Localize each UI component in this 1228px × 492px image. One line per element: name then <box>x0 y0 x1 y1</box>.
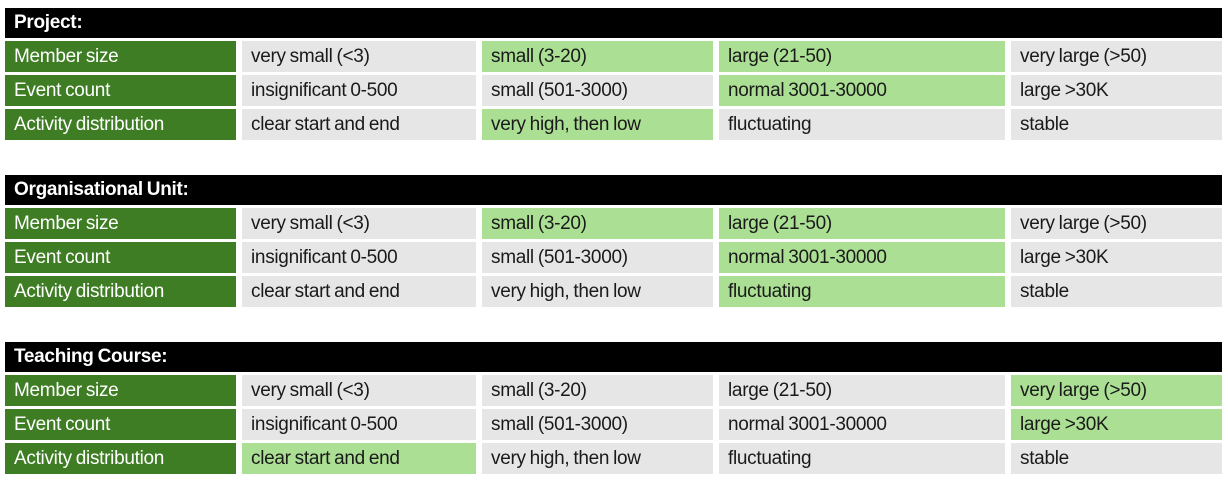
value-cell-highlighted: very large (>50) <box>1011 375 1222 406</box>
row-label: Member size <box>5 208 236 239</box>
value-cell: large >30K <box>1011 242 1222 273</box>
value-cell-highlighted: fluctuating <box>719 276 1005 307</box>
value-cell: clear start and end <box>242 109 476 140</box>
value-cell-highlighted: clear start and end <box>242 443 476 474</box>
value-cell: stable <box>1011 109 1222 140</box>
value-cell: very small (<3) <box>242 208 476 239</box>
value-cell: normal 3001-30000 <box>719 409 1005 440</box>
value-cell: fluctuating <box>719 109 1005 140</box>
value-cell: very large (>50) <box>1011 41 1222 72</box>
value-cell-highlighted: large (21-50) <box>719 208 1005 239</box>
row-label: Event count <box>5 242 236 273</box>
value-cell: very high, then low <box>482 276 713 307</box>
value-cell: very small (<3) <box>242 375 476 406</box>
value-cell: insignificant 0-500 <box>242 75 476 106</box>
table-section: Teaching Course: Member size very small (<… <box>5 342 1222 474</box>
value-cell-highlighted: normal 3001-30000 <box>719 75 1005 106</box>
row-label: Member size <box>5 375 236 406</box>
row-label: Activity distribution <box>5 443 236 474</box>
table-section: Organisational Unit: Member size very smal… <box>5 175 1222 307</box>
row-label: Member size <box>5 41 236 72</box>
tables-container: Project: Member size very small (<3) small … <box>5 8 1223 474</box>
value-cell: clear start and end <box>242 276 476 307</box>
value-cell-highlighted: large (21-50) <box>719 41 1005 72</box>
value-cell: very small (<3) <box>242 41 476 72</box>
value-cell-highlighted: large >30K <box>1011 409 1222 440</box>
value-cell: stable <box>1011 276 1222 307</box>
value-cell: small (501-3000) <box>482 409 713 440</box>
value-cell: insignificant 0-500 <box>242 242 476 273</box>
value-cell: small (3-20) <box>482 375 713 406</box>
value-cell: very large (>50) <box>1011 208 1222 239</box>
table-title: Teaching Course: <box>5 342 1222 372</box>
value-cell-highlighted: small (3-20) <box>482 208 713 239</box>
row-label: Event count <box>5 75 236 106</box>
value-cell: very high, then low <box>482 443 713 474</box>
value-cell: fluctuating <box>719 443 1005 474</box>
value-cell: large (21-50) <box>719 375 1005 406</box>
table-title: Project: <box>5 8 1222 38</box>
table-section: Project: Member size very small (<3) small … <box>5 8 1222 140</box>
value-cell: small (501-3000) <box>482 75 713 106</box>
value-cell-highlighted: small (3-20) <box>482 41 713 72</box>
row-label: Event count <box>5 409 236 440</box>
value-cell: stable <box>1011 443 1222 474</box>
value-cell: large >30K <box>1011 75 1222 106</box>
row-label: Activity distribution <box>5 276 236 307</box>
table-grid: Member size very small (<3) small (3-20) la… <box>5 375 1222 474</box>
table-title: Organisational Unit: <box>5 175 1222 205</box>
value-cell-highlighted: normal 3001-30000 <box>719 242 1005 273</box>
row-label: Activity distribution <box>5 109 236 140</box>
value-cell-highlighted: very high, then low <box>482 109 713 140</box>
value-cell: insignificant 0-500 <box>242 409 476 440</box>
table-grid: Member size very small (<3) small (3-20) la… <box>5 208 1222 307</box>
value-cell: small (501-3000) <box>482 242 713 273</box>
table-grid: Member size very small (<3) small (3-20) la… <box>5 41 1222 140</box>
